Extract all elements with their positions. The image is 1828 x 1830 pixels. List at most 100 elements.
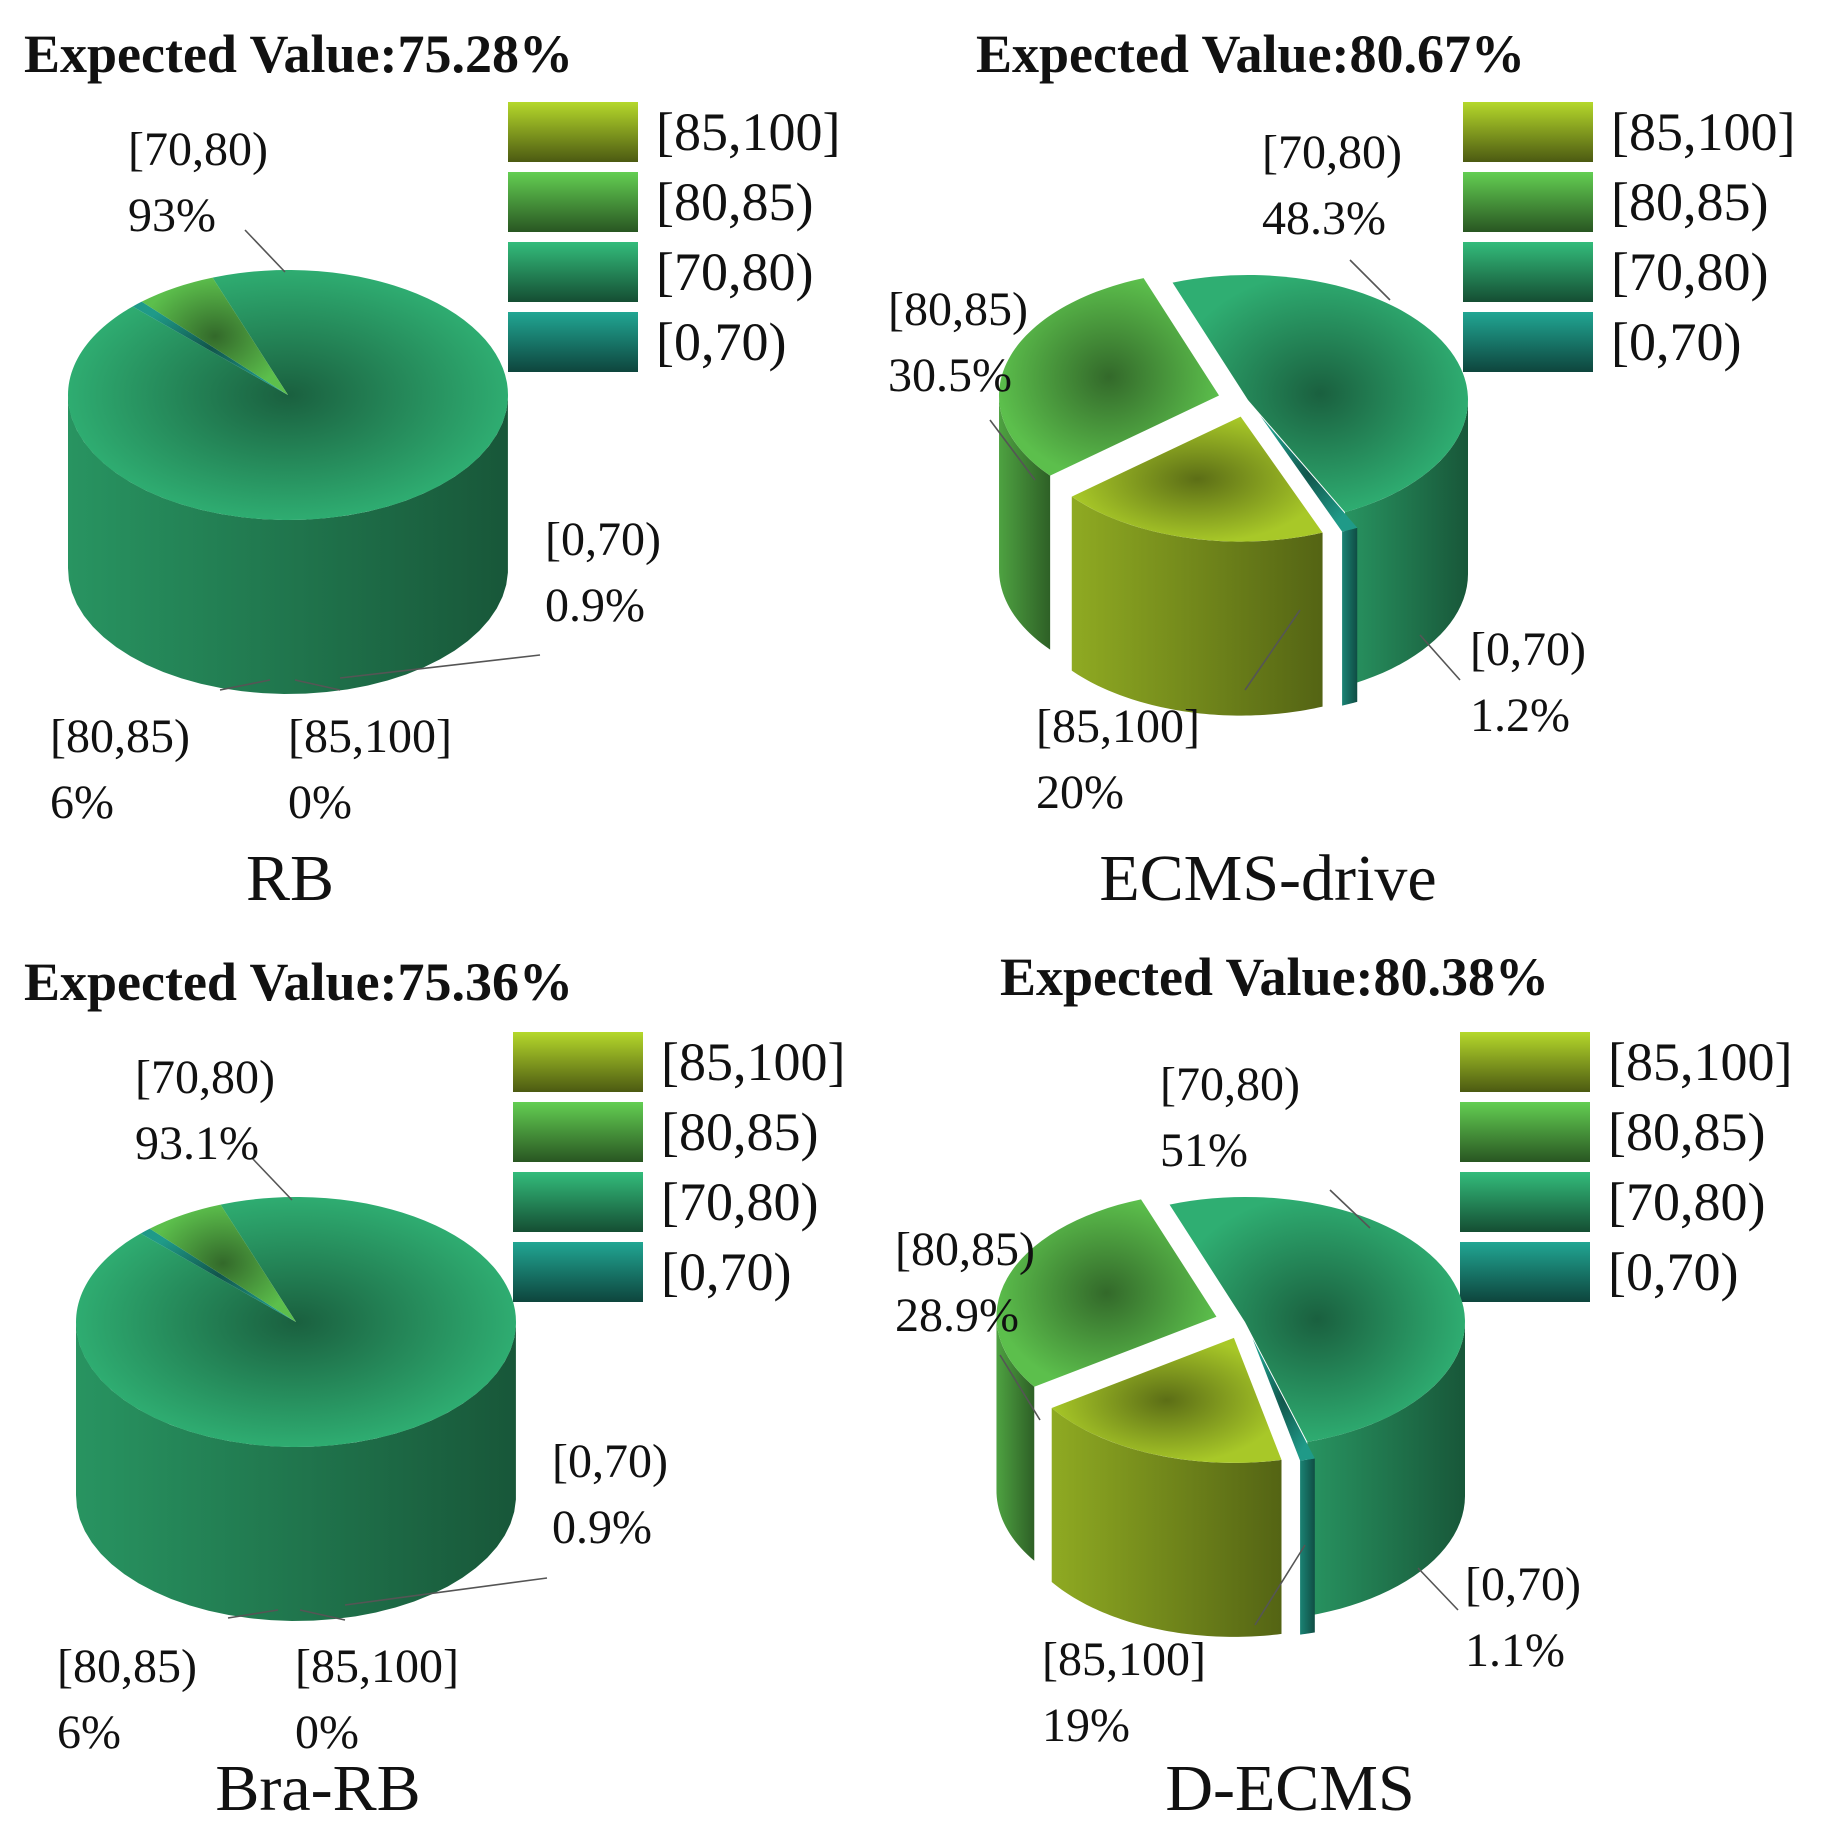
legend-label: [70,80) <box>1608 1172 1765 1232</box>
legend-label: [80,85) <box>1611 172 1768 232</box>
chart-title: Expected Value:75.36% <box>24 952 573 1012</box>
slice-label: [85,100] <box>295 1640 459 1693</box>
legend-swatch-80-85 <box>1463 172 1593 232</box>
leader-line <box>251 1157 293 1201</box>
leader-line <box>1417 1567 1459 1611</box>
slice-top-0-70 <box>1260 415 1358 532</box>
slice-top-70-80 <box>1172 274 1469 513</box>
legend-swatch-0-70 <box>508 312 638 372</box>
method-name: ECMS-drive <box>1099 842 1436 915</box>
slice-value: 30.5% <box>888 349 1012 402</box>
pie-3d <box>996 1197 1465 1637</box>
leader-line <box>244 229 286 273</box>
leader-line <box>339 654 541 679</box>
legend-swatch-70-80 <box>1463 242 1593 302</box>
panel-2: Expected Value:80.67% [85,100] [80,85) [70,… <box>888 24 1795 915</box>
slice-label: [70,80) <box>135 1051 275 1104</box>
slice-label: [70,80) <box>1262 126 1402 179</box>
slice-label: [0,70) <box>1465 1558 1581 1611</box>
legend-label: [70,80) <box>656 242 813 302</box>
slice-value: 93.1% <box>135 1117 259 1170</box>
leader-line <box>344 1577 548 1606</box>
slice-top-80-85 <box>149 1204 296 1322</box>
leader-line <box>989 419 1036 481</box>
slice-value: 1.2% <box>1470 689 1570 742</box>
leader-line <box>219 679 271 691</box>
leader-line <box>1244 609 1301 691</box>
slice-label: [80,85) <box>50 710 190 763</box>
slice-top-80-85 <box>999 278 1220 476</box>
slice-value: 6% <box>57 1706 121 1759</box>
slice-label: [80,85) <box>895 1223 1035 1276</box>
legend-swatch-80-85 <box>508 172 638 232</box>
chart-title: Expected Value:75.28% <box>24 24 573 84</box>
slice-label: [0,70) <box>552 1435 668 1488</box>
leader-line <box>999 1354 1041 1421</box>
slice-label: [80,85) <box>888 283 1028 336</box>
slice-value: 51% <box>1160 1124 1248 1177</box>
pie-3d <box>999 274 1469 716</box>
slice-value: 0.9% <box>545 579 645 632</box>
slice-top-0-70 <box>140 1228 296 1322</box>
method-name: RB <box>246 842 334 915</box>
legend-label: [0,70) <box>656 312 786 372</box>
legend-swatch-80-85 <box>1460 1102 1590 1162</box>
slice-value: 0.9% <box>552 1501 652 1554</box>
method-name: D-ECMS <box>1165 1752 1414 1825</box>
legend-swatch-85-100 <box>513 1032 643 1092</box>
legend-label: [0,70) <box>661 1242 791 1302</box>
legend-label: [70,80) <box>1611 242 1768 302</box>
slice-side-85-100 <box>1051 1407 1282 1637</box>
slice-top-70-80 <box>1169 1197 1465 1442</box>
slice-side-0-70 <box>1300 1458 1315 1635</box>
slice-side-70-80 <box>68 394 508 694</box>
legend-label: [85,100] <box>1611 102 1795 162</box>
slice-label: [85,100] <box>288 710 452 763</box>
slice-value: 48.3% <box>1262 192 1386 245</box>
slice-side-70-80 <box>76 1321 516 1621</box>
legend-swatch-70-80 <box>508 242 638 302</box>
slice-value: 28.9% <box>895 1289 1019 1342</box>
slice-value: 1.1% <box>1465 1624 1565 1677</box>
leader-line <box>1329 1189 1371 1229</box>
chart-title: Expected Value:80.67% <box>976 24 1525 84</box>
slice-label: [0,70) <box>1470 623 1586 676</box>
slice-label: [85,100] <box>1042 1633 1206 1686</box>
slice-value: 6% <box>50 776 114 829</box>
slice-side-70-80 <box>1345 400 1468 687</box>
slice-side-0-70 <box>1342 527 1358 706</box>
leader-line <box>227 1609 279 1619</box>
legend-swatch-70-80 <box>513 1172 643 1232</box>
legend-label: [70,80) <box>661 1172 818 1232</box>
slice-label: [85,100] <box>1036 700 1200 753</box>
slice-label: [70,80) <box>128 123 268 176</box>
legend-swatch-85-100 <box>508 102 638 162</box>
legend-label: [80,85) <box>656 172 813 232</box>
slice-top-85-100 <box>1071 416 1323 542</box>
leader-line <box>1254 1544 1306 1626</box>
leader-line <box>294 679 341 691</box>
legend-label: [0,70) <box>1611 312 1741 372</box>
slice-top-85-100 <box>1051 1337 1282 1463</box>
slice-side-80-85 <box>999 394 1051 650</box>
slice-side-80-85 <box>996 1315 1035 1561</box>
legend-label: [85,100] <box>661 1032 845 1092</box>
slice-top-70-80 <box>76 1197 517 1447</box>
chart-title: Expected Value:80.38% <box>1000 947 1549 1007</box>
slice-label: [70,80) <box>1160 1058 1300 1111</box>
pie-3d <box>76 1197 517 1621</box>
slice-value: 19% <box>1042 1699 1130 1752</box>
slice-top-0-70 <box>1252 1338 1315 1461</box>
legend-swatch-80-85 <box>513 1102 643 1162</box>
legend-swatch-70-80 <box>1460 1172 1590 1232</box>
slice-top-80-85 <box>996 1199 1217 1387</box>
slice-side-85-100 <box>1071 496 1323 716</box>
leader-line <box>1349 259 1391 301</box>
panel-3: Expected Value:75.36% [85,100] [80,85) [70,… <box>24 952 845 1825</box>
slice-top-70-80 <box>68 270 509 520</box>
panel-1: Expected Value:75.28% [85,100] [80,85) [70,… <box>24 24 840 915</box>
slice-value: 93% <box>128 189 216 242</box>
legend-label: [80,85) <box>1608 1102 1765 1162</box>
slice-label: [0,70) <box>545 513 661 566</box>
legend-swatch-0-70 <box>513 1242 643 1302</box>
